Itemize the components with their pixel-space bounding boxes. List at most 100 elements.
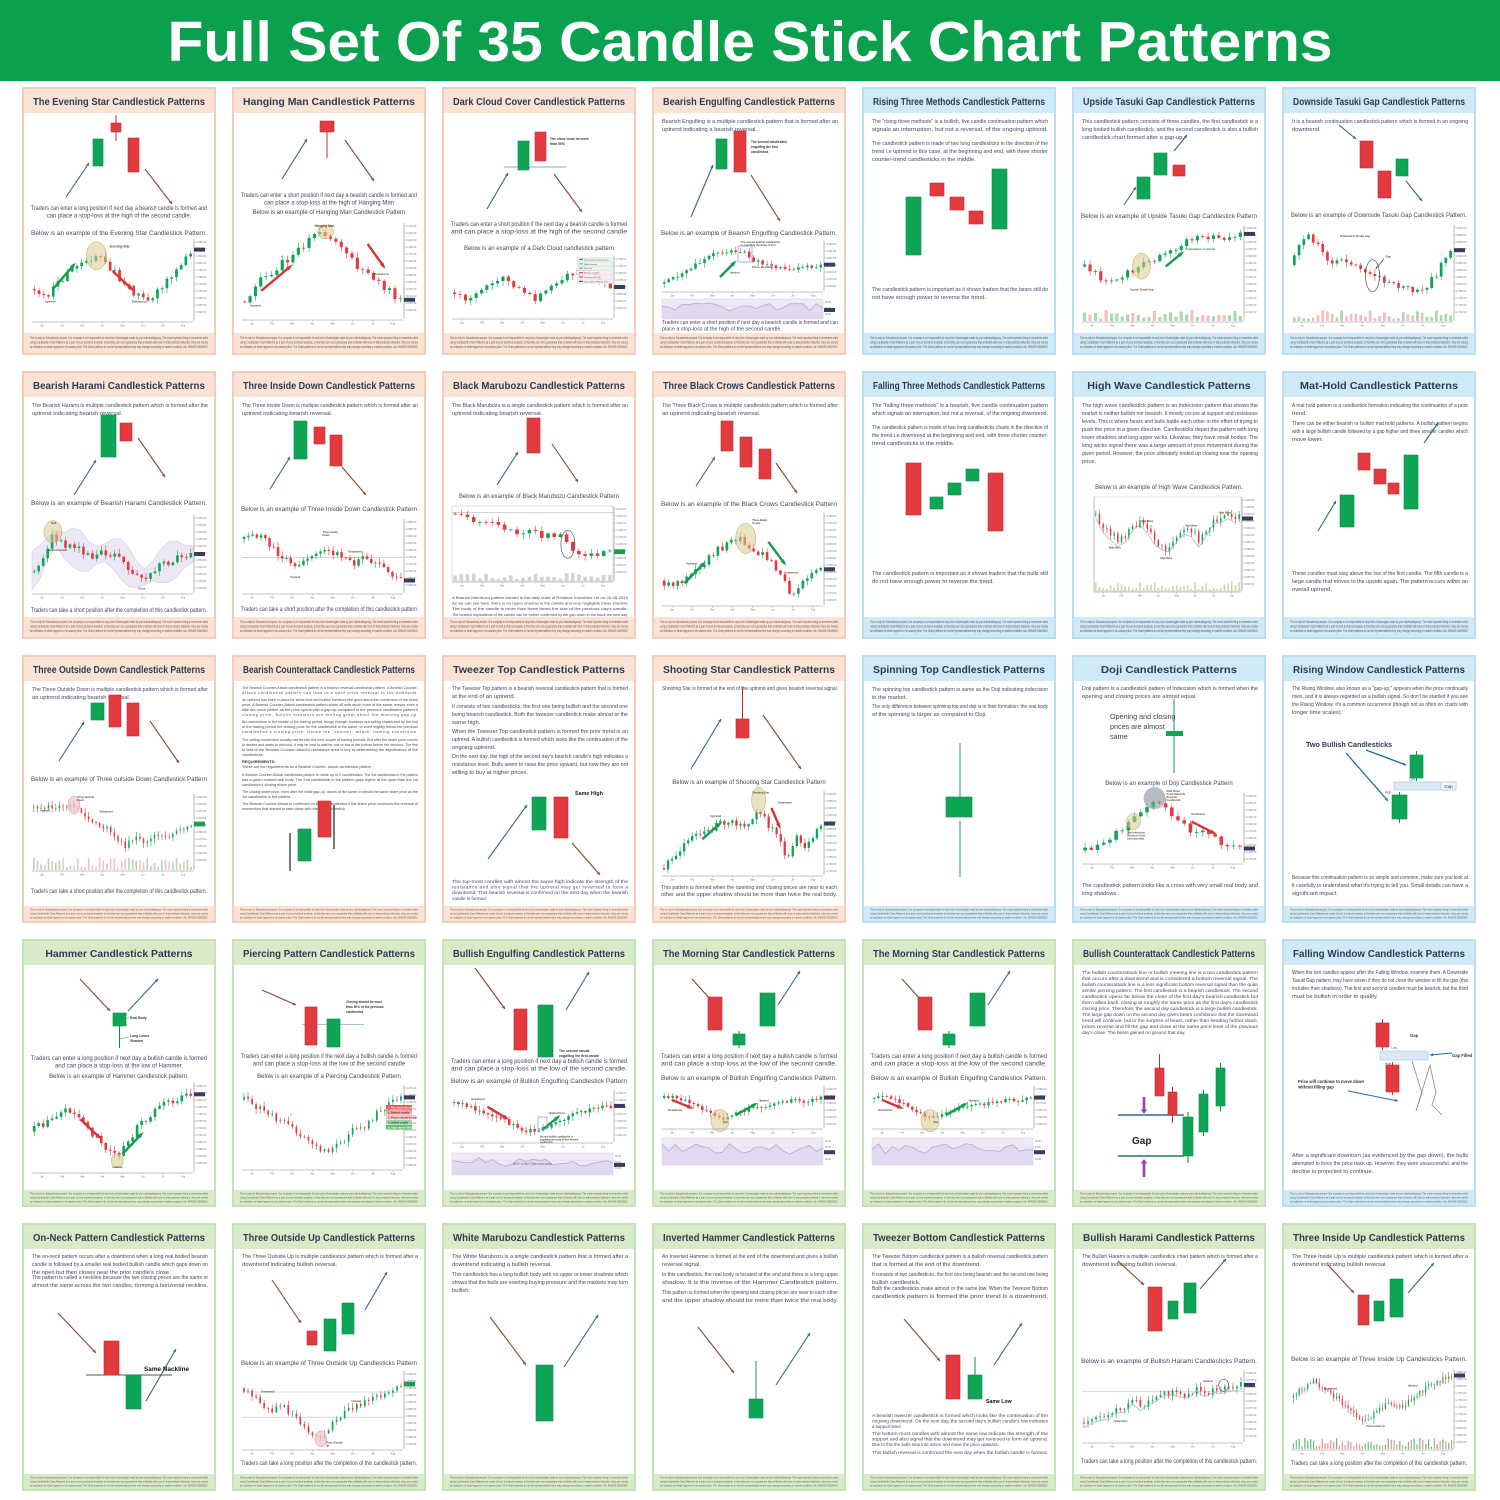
svg-text:2,545.00: 2,545.00 (1246, 247, 1257, 251)
svg-text:that is formed at the end of t: that is formed at the end of the downtre… (872, 1262, 981, 1268)
svg-text:using Candlestick Chart Patter: using Candlestick Chart Patterns as a pa… (660, 1480, 838, 1484)
svg-text:This is only for Educational p: This is only for Educational purpose. Ou… (870, 1476, 1048, 1480)
svg-text:3,225.00: 3,225.00 (1246, 1420, 1257, 1424)
svg-text:Aug: Aug (391, 597, 396, 600)
svg-text:3,400.00: 3,400.00 (196, 516, 207, 520)
svg-text:Below is an example of Downsid: Below is an example of Downside Tasuki G… (1291, 213, 1467, 219)
svg-text:A mat hold pattern is a candle: A mat hold pattern is a candlestick form… (1292, 403, 1468, 409)
svg-text:3,400.00: 3,400.00 (1246, 1371, 1257, 1375)
svg-text:This is only for Educational p: This is only for Educational purpose. Ou… (660, 1192, 838, 1196)
svg-text:Bullish trends: Bullish trends (584, 263, 598, 266)
svg-text:Below is an example of a Dark: Below is an example of a Dark Cloud cand… (464, 246, 614, 252)
svg-text:This is only for Educational p: This is only for Educational purpose. Ou… (1290, 1476, 1468, 1480)
svg-text:Mar: Mar (1340, 325, 1344, 328)
svg-text:must be bullish in order to qu: must be bullish in order to qualify. (1292, 994, 1378, 1000)
svg-text:Apr: Apr (1361, 325, 1365, 328)
svg-text:an indication of what happens: an indication of what happens to its cau… (240, 629, 418, 633)
svg-text:Below is an example of Upside: Below is an example of Upside Tasuki Gap… (1081, 214, 1257, 220)
svg-text:Days above WR up of th: Days above WR up of th (584, 280, 608, 283)
svg-text:Aug: Aug (811, 1132, 816, 1135)
svg-text:This is only for Educational p: This is only for Educational purpose. Ou… (1080, 1192, 1258, 1196)
svg-text:This is only for Educational p: This is only for Educational purpose. Ou… (30, 1476, 208, 1480)
svg-text:These candles must stay above: These candles must stay above the low of… (1292, 571, 1469, 577)
svg-text:3,010.00: 3,010.00 (406, 1372, 417, 1376)
svg-text:Jul: Jul (791, 1132, 795, 1135)
svg-text:other and the upper shadow sho: other and the upper shadow should be mor… (661, 892, 837, 898)
svg-text:3,010.00: 3,010.00 (826, 792, 837, 796)
svg-text:Below is an example of a Pierc: Below is an example of a Piercing Candle… (257, 1074, 401, 1080)
svg-text:ongoing downtrend. On the next: ongoing downtrend. On the next day, the … (872, 1418, 1049, 1423)
svg-text:2,985.00: 2,985.00 (406, 1379, 417, 1383)
svg-text:Due to this the bulls step int: Due to this the bulls step into action a… (872, 1442, 999, 1447)
svg-text:3,225.00: 3,225.00 (1246, 843, 1257, 847)
svg-text:The Rising Window, also known: The Rising Window, also known as a "gap-… (1292, 686, 1468, 692)
svg-text:2,855.00: 2,855.00 (406, 527, 417, 531)
svg-text:3,270.00: 3,270.00 (406, 1086, 417, 1090)
svg-text:Candlestick: Candlestick (1167, 799, 1182, 802)
svg-text:2,735.00: 2,735.00 (1456, 303, 1467, 307)
svg-text:Mar: Mar (290, 597, 294, 600)
svg-text:closing price. Therefore, the: closing price. Therefore, the second day… (1082, 1006, 1258, 1011)
svg-text:The White Marubozu is a single: The White Marubozu is a single candlesti… (452, 1254, 629, 1260)
svg-text:trend.: trend. (1292, 411, 1307, 417)
svg-text:using Candlestick Chart Patter: using Candlestick Chart Patterns as a pa… (240, 341, 418, 345)
svg-text:Uptrend: Uptrend (730, 270, 740, 274)
svg-text:2,830.00: 2,830.00 (196, 254, 207, 258)
svg-text:2,545.00: 2,545.00 (1036, 1108, 1047, 1112)
svg-text:2,785.00: 2,785.00 (826, 855, 837, 859)
svg-text:May: May (1170, 1446, 1175, 1449)
svg-text:2,445.00: 2,445.00 (1246, 275, 1257, 279)
svg-text:using Candlestick Chart Patter: using Candlestick Chart Patterns as a pa… (870, 341, 1048, 345)
svg-text:Feb: Feb (480, 1146, 485, 1149)
svg-text:an indication of what happens: an indication of what happens to its cau… (30, 629, 208, 633)
svg-text:Below is an example of Bullish: Below is an example of Bullish Engulfing… (451, 1079, 627, 1085)
svg-text:momentum that started to take: momentum that started to take place with… (242, 807, 346, 811)
svg-text:shadow. It is the inverse of t: shadow. It is the inverse of the Hammer … (662, 1280, 838, 1286)
svg-text:Jan: Jan (250, 1173, 255, 1176)
svg-text:2,860.00: 2,860.00 (1456, 268, 1467, 272)
svg-text:using Candlestick Chart Patter: using Candlestick Chart Patterns as a pa… (1080, 341, 1258, 345)
svg-text:3,070.00: 3,070.00 (406, 1142, 417, 1146)
svg-text:3. Prices should be gap: 3. Prices should be gap (388, 1116, 417, 1120)
svg-text:The Three Black Crows is multi: The Three Black Crows is multiple candle… (662, 403, 838, 409)
svg-text:May: May (120, 874, 125, 877)
svg-text:Uptrend: Uptrend (290, 575, 300, 579)
svg-text:Jul: Jul (791, 609, 795, 612)
svg-text:May: May (750, 295, 755, 298)
svg-text:3,200.00: 3,200.00 (196, 572, 207, 576)
svg-text:50.00: 50.00 (615, 1161, 622, 1164)
svg-text:Feb: Feb (690, 609, 695, 612)
svg-text:Same Nackline: Same Nackline (144, 1366, 190, 1373)
svg-text:Jun: Jun (351, 1453, 356, 1456)
svg-text:Full Set Of 35 Candle Stick Ch: Full Set Of 35 Candle Stick Chart Patter… (168, 10, 1333, 74)
svg-text:Traders can enter a long posit: Traders can enter a long position if nex… (451, 1059, 627, 1065)
svg-text:2,705.00: 2,705.00 (196, 1133, 207, 1137)
svg-text:Traders can enter a long posit: Traders can enter a long position if nex… (871, 1054, 1047, 1060)
svg-text:Dark Cloud: Dark Cloud (1167, 790, 1181, 793)
svg-text:using Candlestick Chart Patter: using Candlestick Chart Patterns as a pa… (1290, 625, 1468, 629)
svg-text:an indication of what happens: an indication of what happens to its cau… (240, 1484, 418, 1488)
svg-text:an indication of what happens: an indication of what happens to its cau… (30, 916, 208, 920)
svg-text:Jan: Jan (250, 597, 255, 600)
svg-text:The closing share price, even: The closing share price, even after the … (242, 790, 418, 794)
svg-text:Jun: Jun (1191, 325, 1196, 328)
svg-text:Aug: Aug (391, 1453, 396, 1456)
svg-text:downtrend. This bearish revers: downtrend. This bearish reversal is conf… (452, 890, 628, 895)
svg-text:can place a stop-loss at the h: can place a stop-loss at the high of Han… (264, 201, 394, 207)
svg-text:The second candlestick: The second candlestick (751, 140, 787, 144)
svg-text:Apr: Apr (731, 295, 735, 298)
svg-text:Traders can enter a long posit: Traders can enter a long position if nex… (31, 206, 207, 212)
svg-text:Aug: Aug (391, 323, 396, 326)
svg-text:using Candlestick Chart Patter: using Candlestick Chart Patterns as a pa… (240, 1480, 418, 1484)
svg-text:2,725.00: 2,725.00 (826, 521, 837, 525)
svg-text:than 50% of the previous: than 50% of the previous (346, 1005, 384, 1009)
svg-text:2,990.00: 2,990.00 (826, 284, 837, 288)
svg-text:an indication of what happens: an indication of what happens to its cau… (450, 1484, 628, 1488)
svg-text:Apr: Apr (731, 1132, 735, 1135)
svg-text:2,675.00: 2,675.00 (616, 1112, 627, 1116)
svg-text:Traders can take a long positi: Traders can take a long position after t… (1081, 1459, 1257, 1465)
svg-text:Apr: Apr (521, 1146, 525, 1149)
svg-text:without filling gap: without filling gap (1297, 1084, 1334, 1089)
svg-text:Traders can enter a long posit: Traders can enter a long position if nex… (31, 1056, 207, 1062)
svg-text:Mar: Mar (500, 1146, 504, 1149)
